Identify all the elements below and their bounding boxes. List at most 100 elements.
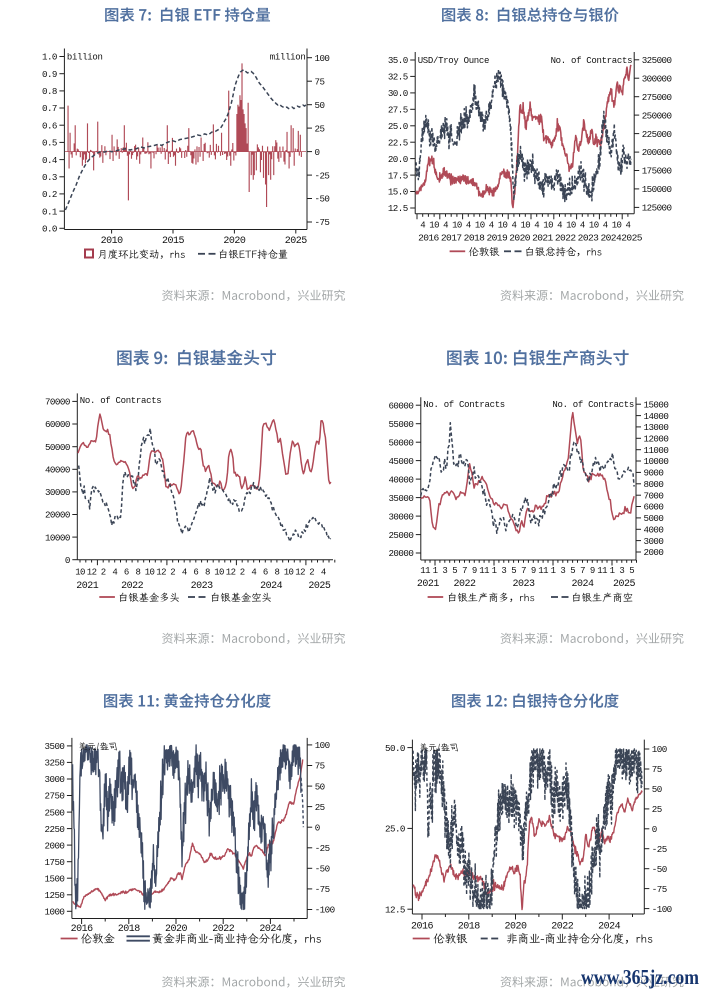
svg-text:10: 10: [520, 221, 530, 231]
svg-text:No. of Contracts: No. of Contracts: [552, 400, 634, 410]
svg-text:10: 10: [475, 221, 485, 231]
svg-text:225000: 225000: [642, 129, 672, 140]
svg-text:12: 12: [156, 568, 166, 578]
svg-text:0.6: 0.6: [42, 120, 57, 131]
svg-text:8: 8: [205, 568, 210, 578]
svg-text:1500: 1500: [45, 873, 65, 884]
svg-text:10: 10: [566, 221, 576, 231]
svg-text:www.365jz.com: www.365jz.com: [581, 965, 699, 989]
svg-text:60000: 60000: [45, 419, 70, 430]
svg-text:-50: -50: [652, 864, 667, 875]
svg-text:30000: 30000: [388, 511, 413, 522]
svg-text:billion: billion: [67, 52, 103, 62]
svg-text:6: 6: [124, 568, 129, 578]
svg-text:0: 0: [652, 824, 657, 835]
svg-text:4: 4: [251, 568, 256, 578]
svg-text:2022: 2022: [555, 233, 576, 244]
svg-text:10: 10: [145, 568, 155, 578]
svg-text:10: 10: [214, 568, 224, 578]
svg-text:4000: 4000: [644, 525, 664, 536]
svg-text:3: 3: [619, 566, 624, 576]
svg-text:25: 25: [315, 802, 325, 813]
svg-text:2016: 2016: [411, 922, 434, 933]
svg-text:12000: 12000: [644, 434, 669, 445]
svg-text:0.0: 0.0: [42, 224, 57, 235]
svg-text:125000: 125000: [642, 203, 672, 214]
svg-text:0.9: 0.9: [42, 69, 57, 80]
svg-text:2000: 2000: [45, 840, 65, 851]
svg-text:1: 1: [551, 566, 556, 576]
svg-text:2025: 2025: [621, 233, 642, 244]
svg-text:0.8: 0.8: [42, 86, 57, 97]
svg-text:-25: -25: [652, 844, 667, 855]
svg-text:2018: 2018: [464, 233, 485, 244]
svg-text:2017: 2017: [441, 233, 462, 244]
svg-text:12.5: 12.5: [388, 203, 408, 214]
svg-text:35.0: 35.0: [388, 55, 408, 66]
svg-text:12: 12: [295, 568, 305, 578]
svg-text:4: 4: [557, 221, 562, 231]
svg-text:No. of Contracts: No. of Contracts: [80, 396, 162, 406]
svg-text:4: 4: [625, 221, 630, 231]
svg-text:9: 9: [590, 566, 595, 576]
svg-text:25.0: 25.0: [388, 121, 408, 132]
svg-text:5000: 5000: [644, 513, 664, 524]
svg-text:25: 25: [315, 123, 325, 134]
svg-text:40000: 40000: [388, 474, 413, 485]
svg-text:30000: 30000: [45, 487, 70, 498]
svg-text:4: 4: [580, 221, 585, 231]
svg-text:7: 7: [521, 566, 526, 576]
svg-text:2: 2: [170, 568, 175, 578]
svg-text:2024: 2024: [259, 924, 282, 935]
svg-text:14000: 14000: [644, 411, 669, 422]
svg-text:150000: 150000: [642, 184, 672, 195]
svg-text:8: 8: [135, 568, 140, 578]
svg-text:6: 6: [263, 568, 268, 578]
svg-text:3000: 3000: [644, 536, 664, 547]
svg-text:5: 5: [570, 566, 575, 576]
svg-text:0: 0: [315, 147, 320, 158]
svg-text:50.0: 50.0: [385, 743, 405, 754]
svg-text:2021: 2021: [76, 581, 99, 592]
svg-text:10: 10: [429, 221, 439, 231]
svg-text:10: 10: [612, 221, 622, 231]
svg-text:3: 3: [560, 566, 565, 576]
svg-text:4: 4: [534, 221, 539, 231]
svg-text:7000: 7000: [644, 490, 664, 501]
svg-text:-25: -25: [315, 170, 330, 181]
svg-text:275000: 275000: [642, 92, 672, 103]
svg-text:2000: 2000: [644, 547, 664, 558]
svg-text:9: 9: [472, 566, 477, 576]
svg-text:20000: 20000: [388, 548, 413, 559]
svg-text:50: 50: [652, 784, 662, 795]
svg-text:8: 8: [274, 568, 279, 578]
svg-text:11: 11: [597, 566, 607, 576]
svg-text:1250: 1250: [45, 890, 65, 901]
svg-text:2: 2: [240, 568, 245, 578]
svg-text:35000: 35000: [388, 493, 413, 504]
svg-text:200000: 200000: [642, 147, 672, 158]
svg-text:1.0: 1.0: [42, 52, 57, 63]
svg-text:50: 50: [315, 100, 325, 111]
svg-text:0.2: 0.2: [42, 189, 57, 200]
svg-text:250000: 250000: [642, 110, 672, 121]
svg-text:2018: 2018: [118, 924, 141, 935]
svg-text:2022: 2022: [121, 581, 144, 592]
svg-text:25000: 25000: [388, 530, 413, 541]
svg-text:2024: 2024: [600, 233, 621, 244]
svg-text:20000: 20000: [45, 510, 70, 521]
svg-text:3000: 3000: [45, 774, 65, 785]
svg-text:0.7: 0.7: [42, 103, 57, 114]
svg-text:40000: 40000: [45, 465, 70, 476]
svg-text:2023: 2023: [191, 581, 214, 592]
svg-text:11: 11: [420, 566, 430, 576]
svg-text:45000: 45000: [388, 456, 413, 467]
svg-text:100: 100: [652, 744, 667, 755]
svg-text:million: million: [270, 52, 306, 62]
svg-text:2016: 2016: [418, 233, 439, 244]
svg-text:0: 0: [315, 822, 320, 833]
svg-text:2022: 2022: [453, 579, 476, 590]
svg-text:-50: -50: [315, 864, 330, 875]
svg-text:6000: 6000: [644, 502, 664, 513]
svg-text:5: 5: [452, 566, 457, 576]
